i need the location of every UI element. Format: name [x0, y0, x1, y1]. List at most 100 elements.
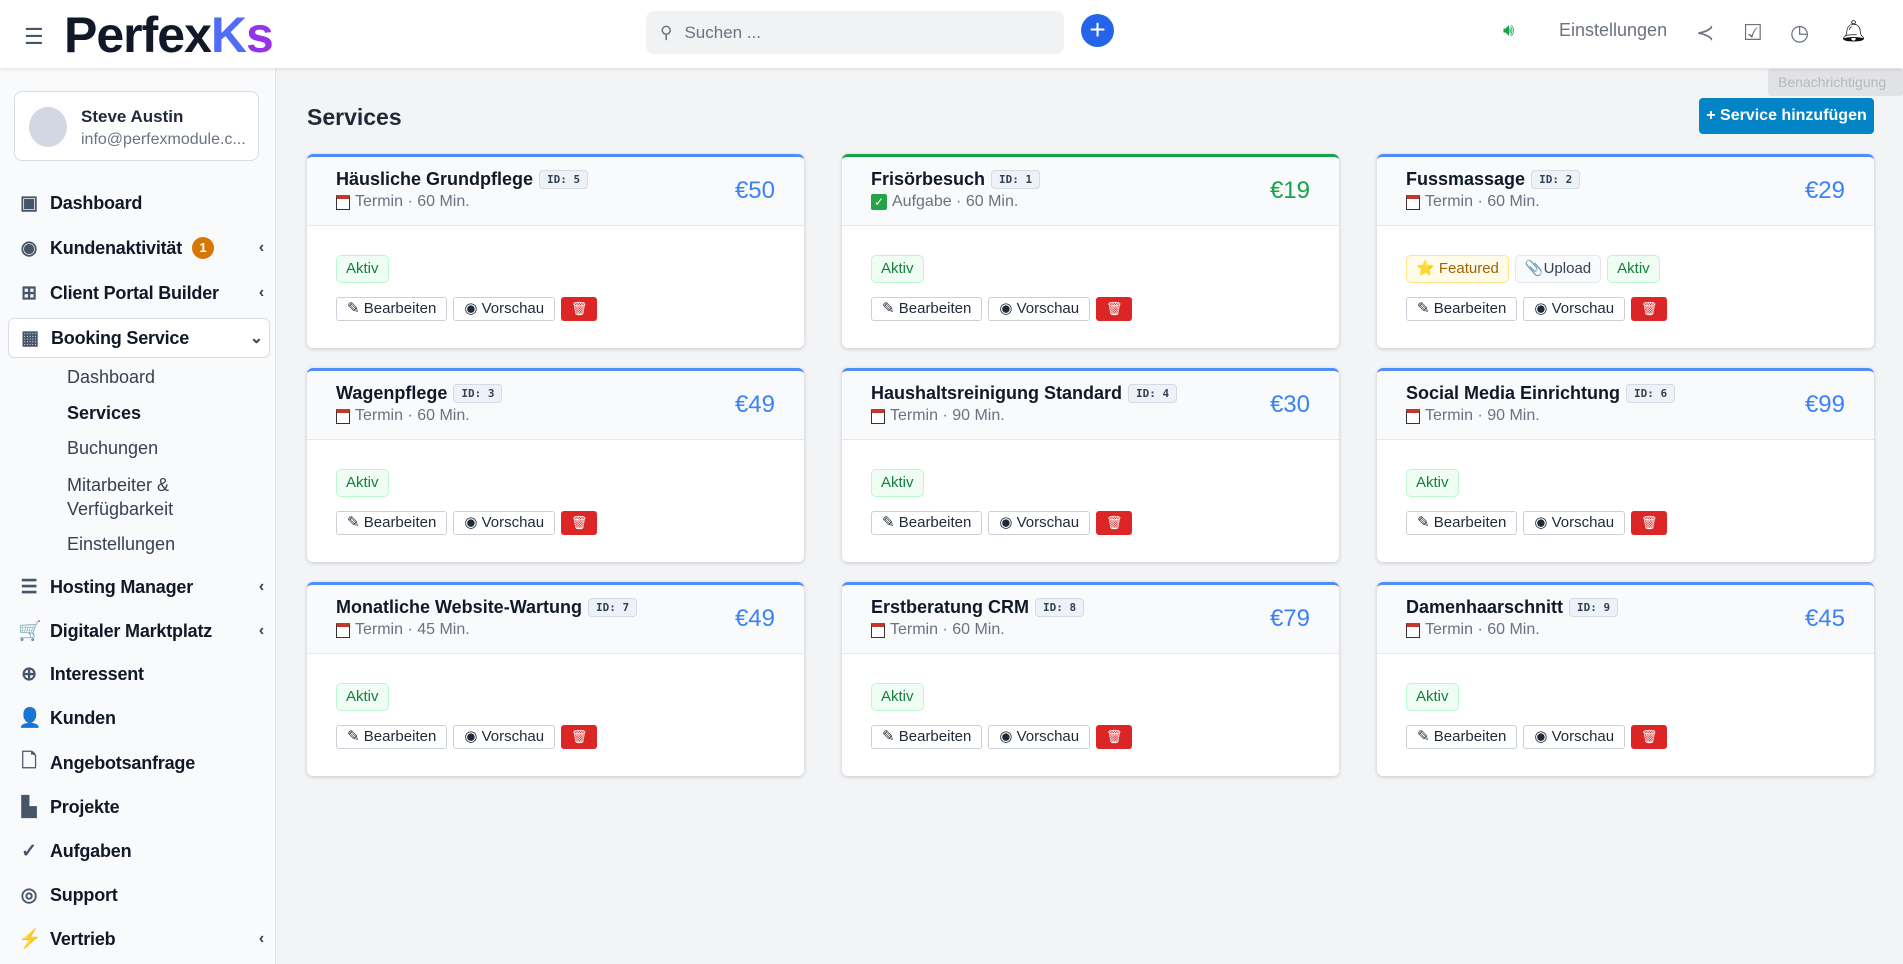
sidebar-item-digitaler-marktplatz[interactable]: 🛒 Digitaler Marktplatz ‹: [8, 611, 270, 651]
delete-button[interactable]: 🗑︎: [1631, 511, 1668, 535]
submenu-item[interactable]: Dashboard: [67, 367, 156, 387]
todo-icon[interactable]: ☑: [1743, 20, 1763, 45]
quick-add-button[interactable]: +: [1081, 14, 1114, 47]
sidebar-item-projekte[interactable]: ▙ Projekte: [8, 787, 270, 827]
calendar-icon: [336, 408, 350, 424]
calendar-icon: ▦: [21, 327, 39, 349]
service-name[interactable]: Fussmassage: [1406, 169, 1526, 189]
edit-button[interactable]: ✎ Bearbeiten: [1406, 725, 1518, 749]
file-icon: 🗋: [21, 751, 37, 772]
submenu-item[interactable]: Services: [67, 403, 142, 423]
sidebar-item-interessent[interactable]: ⊕ Interessent: [8, 654, 270, 694]
submenu-item[interactable]: Mitarbeiter &: [67, 475, 170, 495]
service-meta: Termin · 90 Min.: [1425, 407, 1540, 424]
pencil-icon: ✎: [347, 300, 360, 317]
preview-button[interactable]: ◉ Vorschau: [988, 511, 1091, 535]
preview-button[interactable]: ◉ Vorschau: [1523, 297, 1626, 321]
delete-button[interactable]: 🗑︎: [561, 297, 598, 321]
chevron-icon[interactable]: ‹: [258, 239, 264, 256]
upload-badge: 📎Upload: [1514, 255, 1602, 283]
edit-button[interactable]: ✎ Bearbeiten: [871, 511, 983, 535]
service-name[interactable]: Häusliche Grundpflege: [336, 169, 534, 189]
submenu-item[interactable]: Einstellungen: [67, 534, 176, 554]
preview-button[interactable]: ◉ Vorschau: [453, 725, 556, 749]
delete-button[interactable]: 🗑︎: [1096, 725, 1133, 749]
service-price: €50: [734, 177, 775, 204]
sidebar-item-dashboard[interactable]: ▣ Dashboard: [8, 183, 270, 223]
chevron-icon[interactable]: ‹: [258, 930, 264, 947]
sidebar-item-aufgaben[interactable]: ✓ Aufgaben: [8, 831, 270, 871]
service-price: €29: [1804, 177, 1845, 204]
edit-button[interactable]: ✎ Bearbeiten: [1406, 297, 1518, 321]
service-name[interactable]: Erstberatung CRM: [871, 597, 1030, 617]
service-price: €79: [1269, 605, 1310, 632]
sidebar-item-kundenaktivit-t[interactable]: ◉ Kundenaktivität 1 ‹: [8, 228, 270, 268]
user-name: Steve Austin: [81, 107, 184, 126]
delete-button[interactable]: 🗑︎: [561, 725, 598, 749]
edit-button[interactable]: ✎ Bearbeiten: [336, 297, 448, 321]
preview-button[interactable]: ◉ Vorschau: [1523, 725, 1626, 749]
delete-button[interactable]: 🗑︎: [1096, 297, 1133, 321]
service-name[interactable]: Monatliche Website-Wartung: [336, 597, 583, 617]
service-name[interactable]: Haushaltsreinigung Standard: [871, 383, 1123, 403]
chevron-icon[interactable]: ‹: [258, 284, 264, 301]
top-header: ☰ PerfexKs ⚲ Suchen ... + 🔊︎ Einstellunge…: [0, 0, 1903, 68]
edit-button[interactable]: ✎ Bearbeiten: [1406, 511, 1518, 535]
delete-button[interactable]: 🗑︎: [1631, 297, 1668, 321]
submenu-item[interactable]: Buchungen: [67, 438, 159, 458]
eye-icon: ◉: [464, 728, 478, 745]
notification-tooltip: Benachrichtigung: [1768, 69, 1903, 96]
pencil-icon: ✎: [882, 514, 895, 531]
preview-button[interactable]: ◉ Vorschau: [453, 297, 556, 321]
preview-button[interactable]: ◉ Vorschau: [988, 725, 1091, 749]
aktiv-badge: Aktiv: [336, 255, 389, 283]
aktiv-badge: Aktiv: [1406, 683, 1459, 711]
id-badge: ID: 3: [453, 384, 503, 403]
chevron-icon[interactable]: ‹: [258, 622, 264, 639]
preview-button[interactable]: ◉ Vorschau: [988, 297, 1091, 321]
delete-button[interactable]: 🗑︎: [1096, 511, 1133, 535]
sidebar-item-hosting-manager[interactable]: ☰ Hosting Manager ‹: [8, 567, 270, 607]
user-icon: 👤: [18, 708, 42, 729]
menu-icon[interactable]: ☰: [24, 24, 44, 49]
edit-button[interactable]: ✎ Bearbeiten: [336, 725, 448, 749]
crosshair-icon: ⊕: [21, 663, 37, 685]
sidebar-item-angebotsanfrage[interactable]: 🗋 Angebotsanfrage: [8, 743, 270, 783]
sidebar-item-vertrieb[interactable]: ⚡ Vertrieb ‹: [8, 919, 270, 959]
service-name[interactable]: Damenhaarschnitt: [1406, 597, 1564, 617]
announcement-icon[interactable]: 🔊︎: [1503, 20, 1515, 40]
service-price: €99: [1804, 391, 1845, 418]
id-badge: ID: 5: [539, 170, 589, 189]
bell-icon[interactable]: 🔔︎: [1840, 20, 1867, 43]
sidebar-item-label: Vertrieb: [50, 928, 116, 949]
edit-button[interactable]: ✎ Bearbeiten: [871, 297, 983, 321]
calendar-icon: [336, 622, 350, 638]
edit-button[interactable]: ✎ Bearbeiten: [871, 725, 983, 749]
sidebar-item-booking-service[interactable]: ▦ Booking Service ⌄: [8, 318, 270, 358]
logo[interactable]: PerfexKs: [64, 7, 274, 63]
sidebar-item-support[interactable]: ◎ Support: [8, 875, 270, 915]
sidebar-item-label: Client Portal Builder: [50, 282, 219, 303]
edit-button[interactable]: ✎ Bearbeiten: [336, 511, 448, 535]
preview-button[interactable]: ◉ Vorschau: [1523, 511, 1626, 535]
service-meta: Termin · 60 Min.: [1425, 193, 1540, 210]
settings-link[interactable]: Einstellungen: [1559, 20, 1668, 40]
chevron-icon[interactable]: ⌄: [249, 330, 263, 347]
delete-button[interactable]: 🗑︎: [1631, 725, 1668, 749]
user-card[interactable]: Steve Austin info@perfexmodule.c...: [14, 91, 259, 161]
sidebar-item-label: Angebotsanfrage: [50, 752, 196, 773]
add-service-button[interactable]: + Service hinzufügen: [1699, 98, 1874, 134]
service-name[interactable]: Wagenpflege: [336, 383, 448, 403]
clock-icon[interactable]: ◷: [1790, 20, 1810, 45]
sidebar-item-label: Support: [50, 884, 118, 905]
search-input[interactable]: ⚲ Suchen ...: [646, 11, 1064, 54]
share-icon[interactable]: ≺: [1696, 20, 1715, 45]
service-name[interactable]: Frisörbesuch: [871, 169, 986, 189]
chevron-icon[interactable]: ‹: [258, 578, 264, 595]
delete-button[interactable]: 🗑︎: [561, 511, 598, 535]
preview-button[interactable]: ◉ Vorschau: [453, 511, 556, 535]
service-card: Wagenpflege ID: 3 Termin · 60 Min. €49 Ak…: [307, 368, 804, 562]
service-name[interactable]: Social Media Einrichtung: [1406, 383, 1621, 403]
sidebar-item-client-portal-builder[interactable]: ⊞ Client Portal Builder ‹: [8, 273, 270, 313]
sidebar-item-kunden[interactable]: 👤 Kunden: [8, 698, 270, 738]
